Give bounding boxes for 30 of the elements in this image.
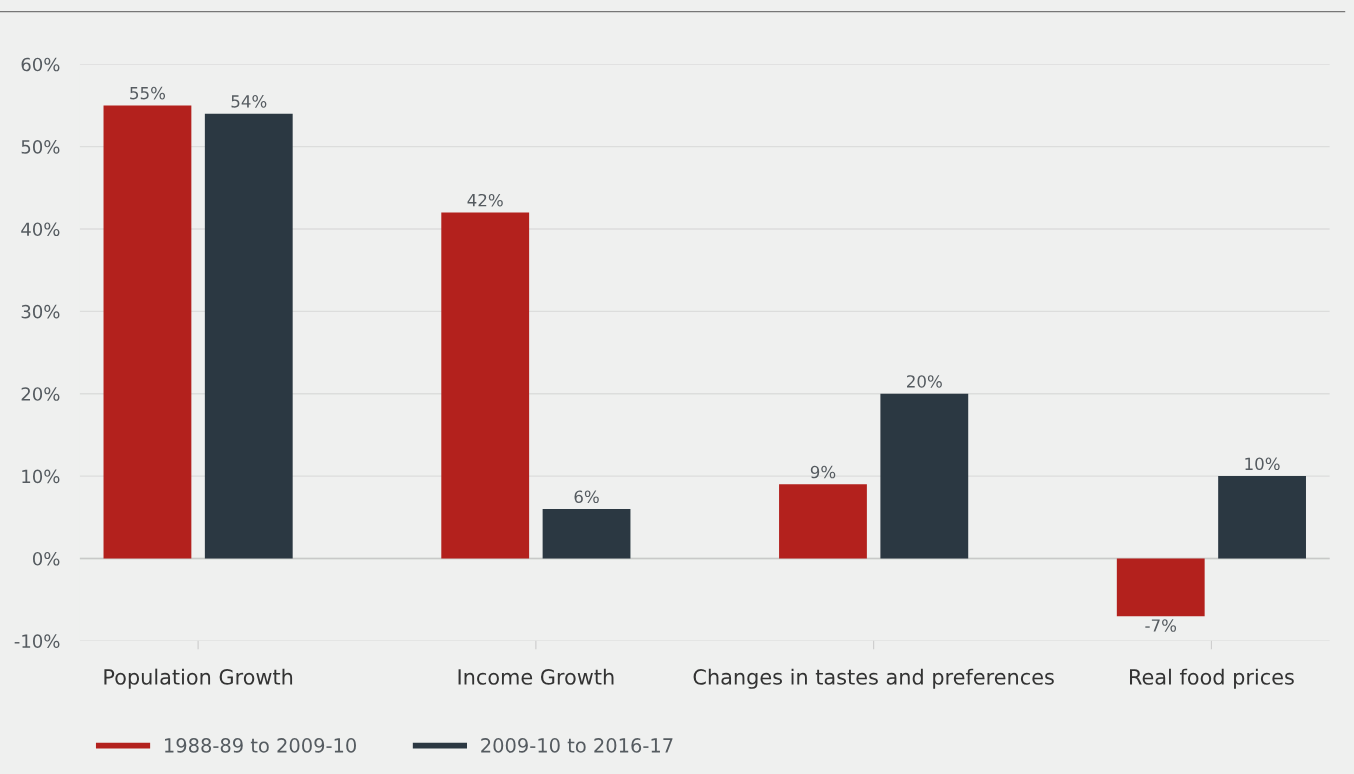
data-label: 9% — [810, 465, 836, 479]
data-label: 6% — [574, 490, 599, 504]
x-tick-label: Real food prices — [1130, 668, 1294, 689]
bar — [880, 393, 969, 559]
y-tick-label: 20% — [21, 387, 60, 401]
bar — [1116, 558, 1205, 617]
bar — [779, 484, 867, 559]
bar — [542, 509, 631, 559]
x-tick-label: Population Growth — [104, 668, 293, 689]
legend-label: 1988-89 to 2009-10 — [165, 738, 356, 753]
data-label: 42% — [467, 193, 503, 207]
data-label: 55% — [130, 86, 166, 100]
y-tick-label: 0% — [32, 551, 60, 566]
bar — [103, 105, 192, 559]
data-label: 54% — [231, 95, 267, 108]
y-tick-label: 40% — [21, 222, 60, 237]
bar — [204, 113, 293, 559]
y-tick-label: 30% — [21, 304, 60, 319]
x-tick-label: Changes in tastes and preferences — [693, 668, 1054, 689]
data-label: 10% — [1245, 457, 1280, 471]
bar — [441, 212, 530, 559]
data-label: -7% — [1145, 619, 1177, 632]
y-tick-label: -10% — [14, 634, 60, 648]
bar — [1218, 476, 1306, 559]
y-tick-label: 60% — [21, 57, 60, 72]
data-label: 20% — [907, 375, 942, 388]
x-tick-label: Income Growth — [458, 668, 614, 685]
y-tick-label: 50% — [21, 140, 60, 154]
legend-label: 2009-10 to 2016-17 — [481, 738, 673, 753]
y-tick-label: 10% — [22, 469, 60, 484]
